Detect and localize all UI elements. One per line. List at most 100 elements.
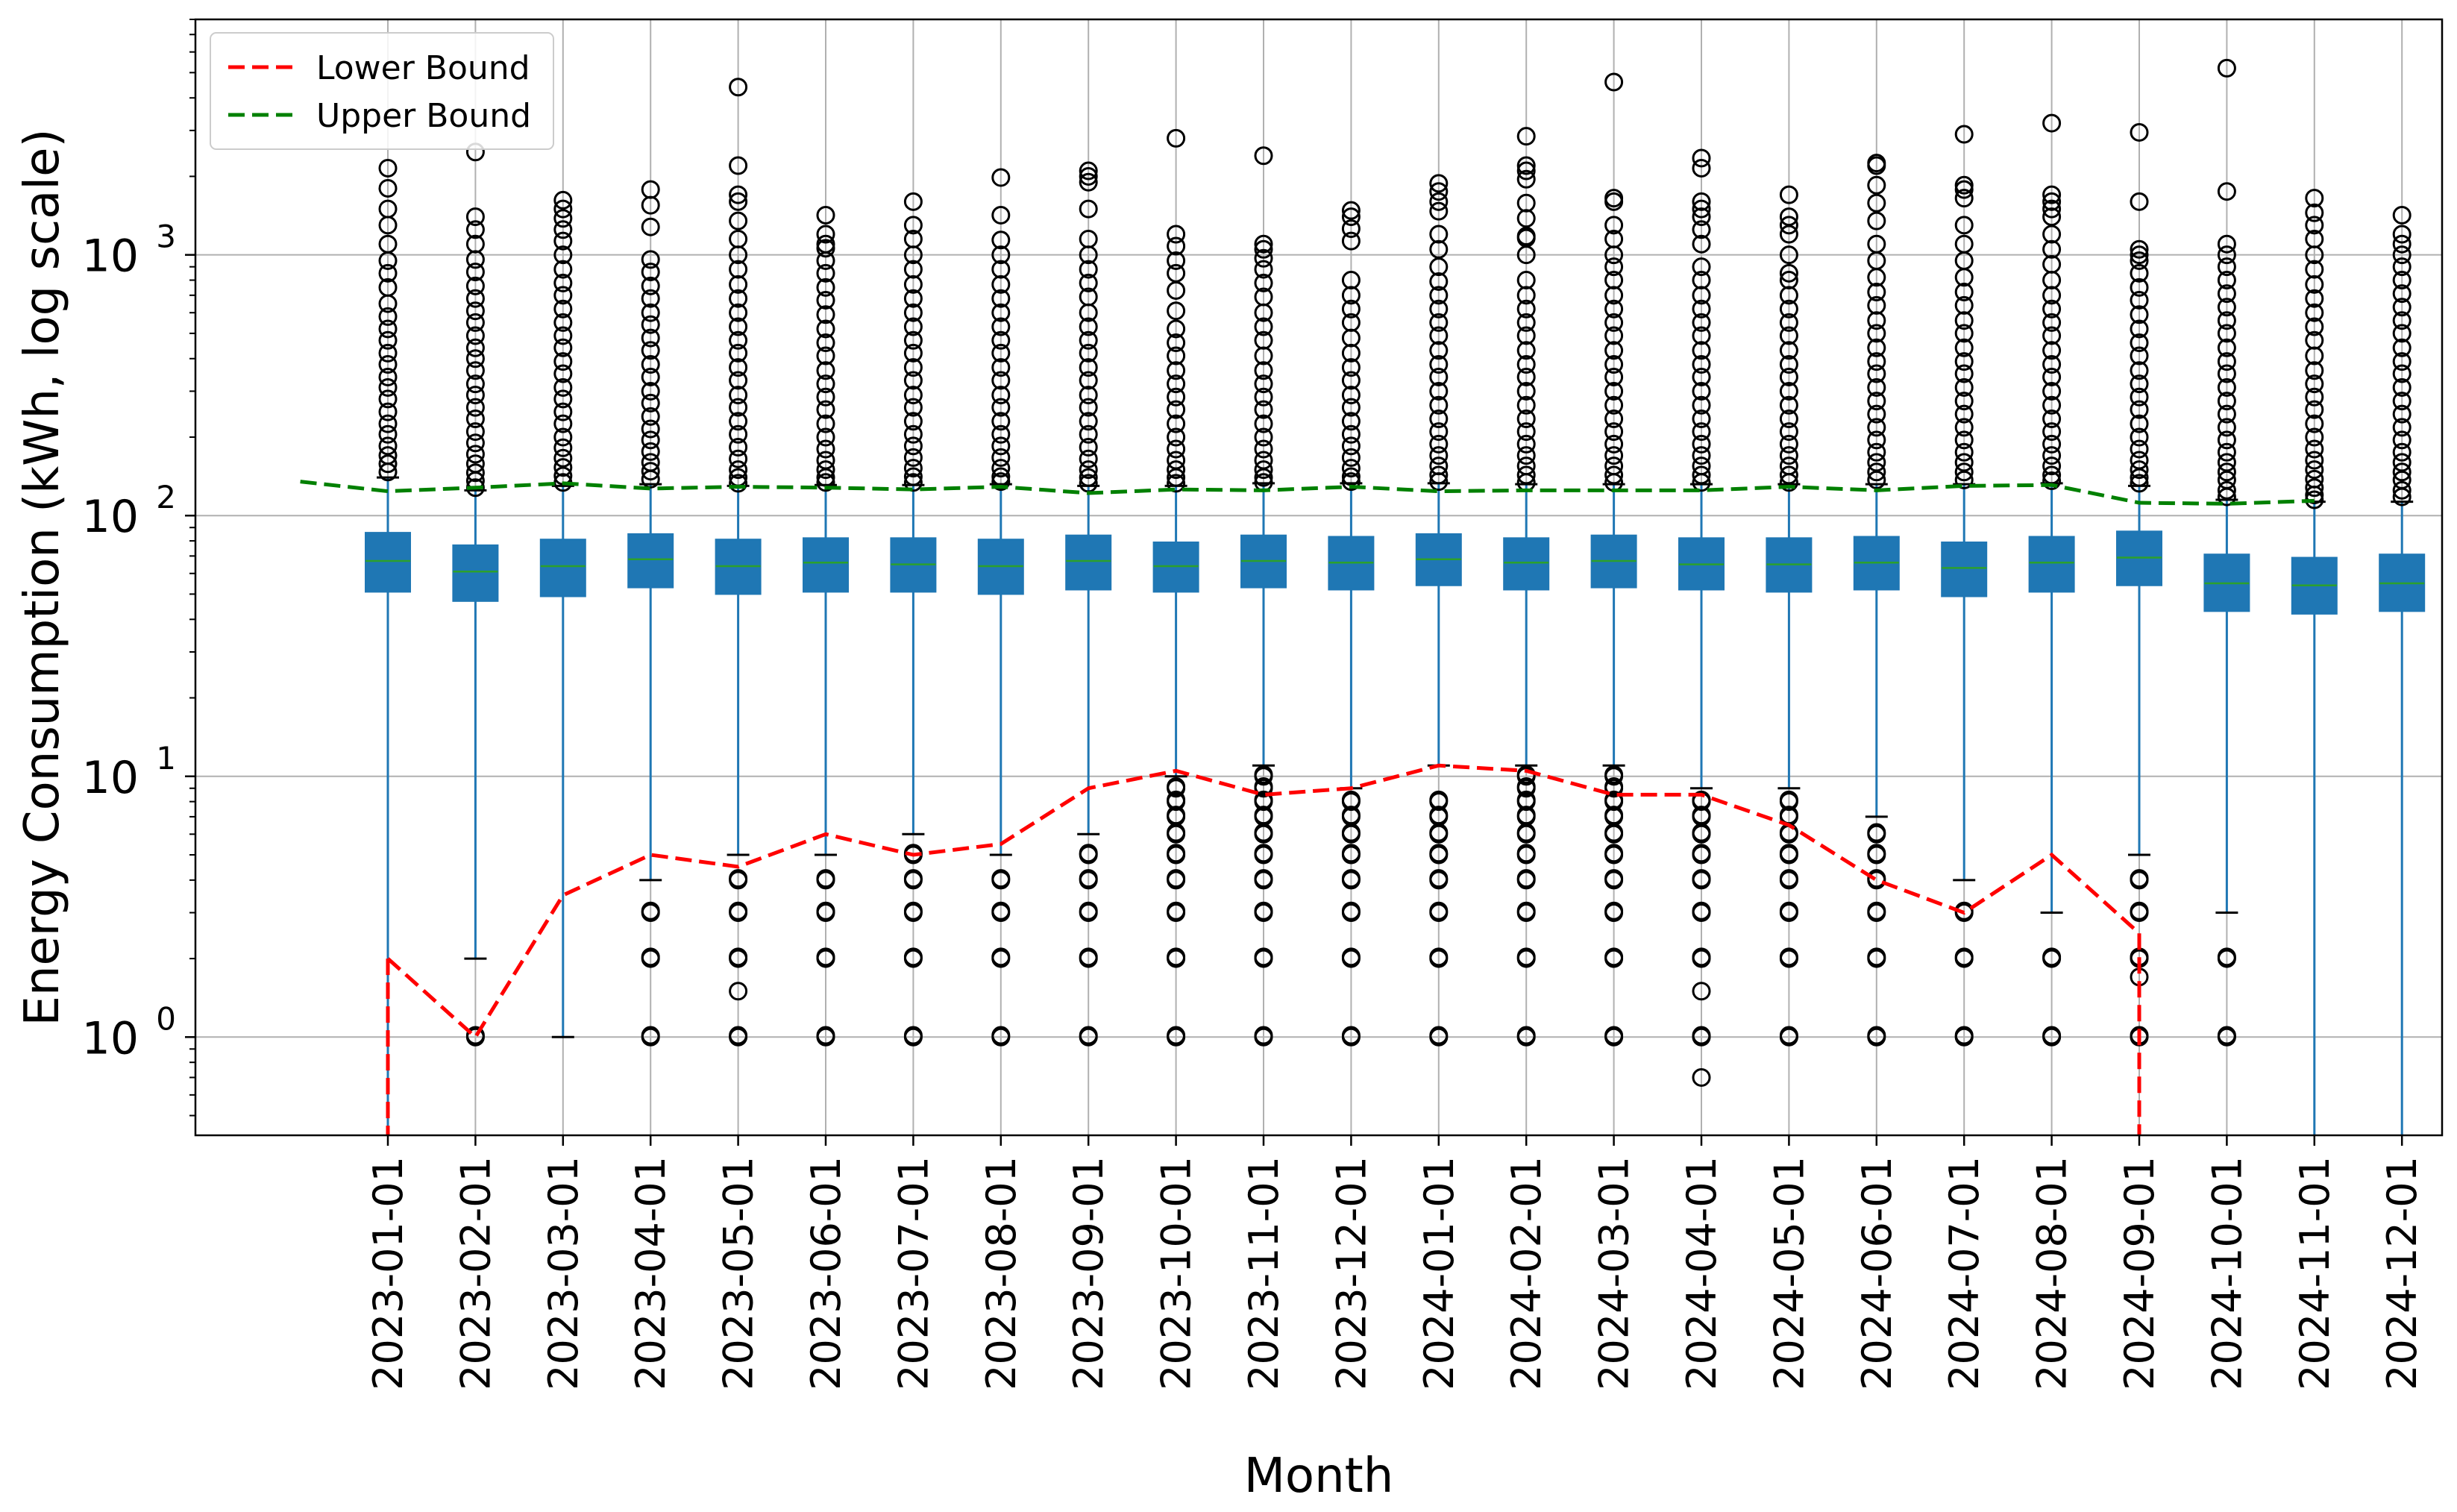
outlier-point-high (1516, 313, 1536, 332)
outlier-point-high (1692, 381, 1711, 401)
outlier-point-high (1079, 199, 1098, 219)
outlier-point-high (816, 205, 835, 225)
outlier-point-high (2217, 430, 2236, 450)
outlier-point-high (1079, 245, 1098, 265)
outlier-point-low (1867, 1026, 1886, 1045)
outlier-point-high (641, 407, 660, 426)
outlier-point-high (2217, 257, 2236, 277)
outlier-point-low (1254, 765, 1273, 785)
y-tick-label: 10 (82, 752, 139, 804)
outlier-point-low (1604, 823, 1624, 842)
x-tick-label: 2023-10-01 (1153, 1156, 1200, 1390)
outlier-point-high (1429, 446, 1449, 465)
outlier-point-low (1604, 765, 1624, 785)
outlier-point-low (2217, 1026, 2236, 1045)
outlier-point-high (2305, 387, 2324, 407)
outlier-point-high (2042, 313, 2062, 332)
outlier-point-high (1779, 286, 1798, 305)
outlier-point-high (2305, 478, 2324, 498)
outlier-point-high (2130, 333, 2149, 353)
outlier-point-high (1779, 473, 1798, 492)
outlier-point-high (903, 303, 923, 322)
outlier-point-high (816, 225, 835, 244)
outlier-point-high (729, 343, 748, 363)
outlier-point-high (1954, 295, 1974, 315)
y-tick-exponent: 3 (156, 219, 176, 255)
outlier-point-high (2042, 446, 2062, 465)
outlier-point-high (2217, 311, 2236, 330)
outlier-point-high (1254, 387, 1273, 407)
outlier-point-low (1692, 1067, 1711, 1087)
outlier-point-high (2042, 239, 2062, 259)
outlier-point-high (903, 330, 923, 350)
outlier-point-high (2130, 192, 2149, 211)
outlier-point-high (1692, 434, 1711, 454)
outlier-point-low (1516, 901, 1536, 920)
outlier-point-low (1254, 844, 1273, 863)
outlier-point-high (2217, 364, 2236, 383)
outlier-point-high (465, 338, 485, 357)
outlier-point-high (378, 462, 398, 482)
outlier-point-high (2042, 192, 2062, 211)
outlier-point-high (378, 330, 398, 350)
outlier-point-high (1516, 446, 1536, 465)
outlier-point-high (729, 211, 748, 230)
outlier-point-high (903, 289, 923, 308)
outlier-point-high (553, 209, 573, 228)
outlier-point-high (553, 313, 573, 332)
outlier-point-high (1867, 175, 1886, 195)
outlier-point-high (816, 414, 835, 433)
x-tick-label: 2024-10-01 (2203, 1156, 2250, 1390)
outlier-point-low (1429, 901, 1449, 920)
x-axis-label: Month (1244, 1449, 1394, 1504)
outlier-point-high (2130, 239, 2149, 259)
outlier-point-high (1779, 465, 1798, 485)
outlier-point-low (641, 1026, 660, 1045)
outlier-point-high (553, 364, 573, 383)
outlier-point-high (2392, 257, 2412, 277)
outlier-point-high (2392, 364, 2412, 383)
outlier-point-high (1604, 299, 1624, 319)
outlier-point-high (903, 436, 923, 456)
outlier-point-high (641, 430, 660, 450)
outlier-point-high (2217, 480, 2236, 500)
outlier-point-low (1779, 1026, 1798, 1045)
outlier-point-low (991, 947, 1011, 967)
outlier-point-high (1604, 446, 1624, 465)
outlier-point-high (2217, 487, 2236, 506)
outlier-point-high (729, 424, 748, 444)
outlier-point-high (2392, 377, 2412, 397)
outlier-point-high (1079, 343, 1098, 363)
outlier-point-high (2130, 319, 2149, 339)
outlier-point-high (1341, 448, 1361, 467)
outlier-point-high (553, 260, 573, 279)
outlier-point-low (729, 1026, 748, 1045)
outlier-point-high (1867, 377, 1886, 397)
outlier-point-low (1692, 869, 1711, 888)
outlier-point-low (1079, 1026, 1098, 1045)
outlier-point-low (1254, 947, 1273, 967)
outlier-point-high (1341, 343, 1361, 363)
outlier-point-high (2042, 367, 2062, 386)
outlier-point-low (1692, 947, 1711, 967)
y-tick-base: 10 (82, 1012, 139, 1064)
outlier-point-low (1692, 1026, 1711, 1045)
outlier-point-high (1429, 192, 1449, 211)
outlier-point-high (641, 263, 660, 282)
outlier-point-high (1341, 219, 1361, 239)
outlier-point-high (465, 422, 485, 442)
outlier-point-low (1867, 844, 1886, 863)
outlier-point-high (1954, 442, 1974, 462)
outlier-point-low (641, 901, 660, 920)
outlier-point-high (1692, 446, 1711, 465)
outlier-point-high (1867, 462, 1886, 482)
outlier-point-high (378, 251, 398, 270)
outlier-point-high (2042, 271, 2062, 290)
outlier-point-high (1867, 470, 1886, 489)
outlier-point-high (1516, 161, 1536, 181)
outlier-point-high (2130, 290, 2149, 310)
outlier-point-low (2217, 947, 2236, 967)
outlier-point-high (1604, 245, 1624, 265)
legend: Lower Bound Upper Bound (210, 32, 554, 150)
outlier-point-high (1954, 470, 1974, 489)
